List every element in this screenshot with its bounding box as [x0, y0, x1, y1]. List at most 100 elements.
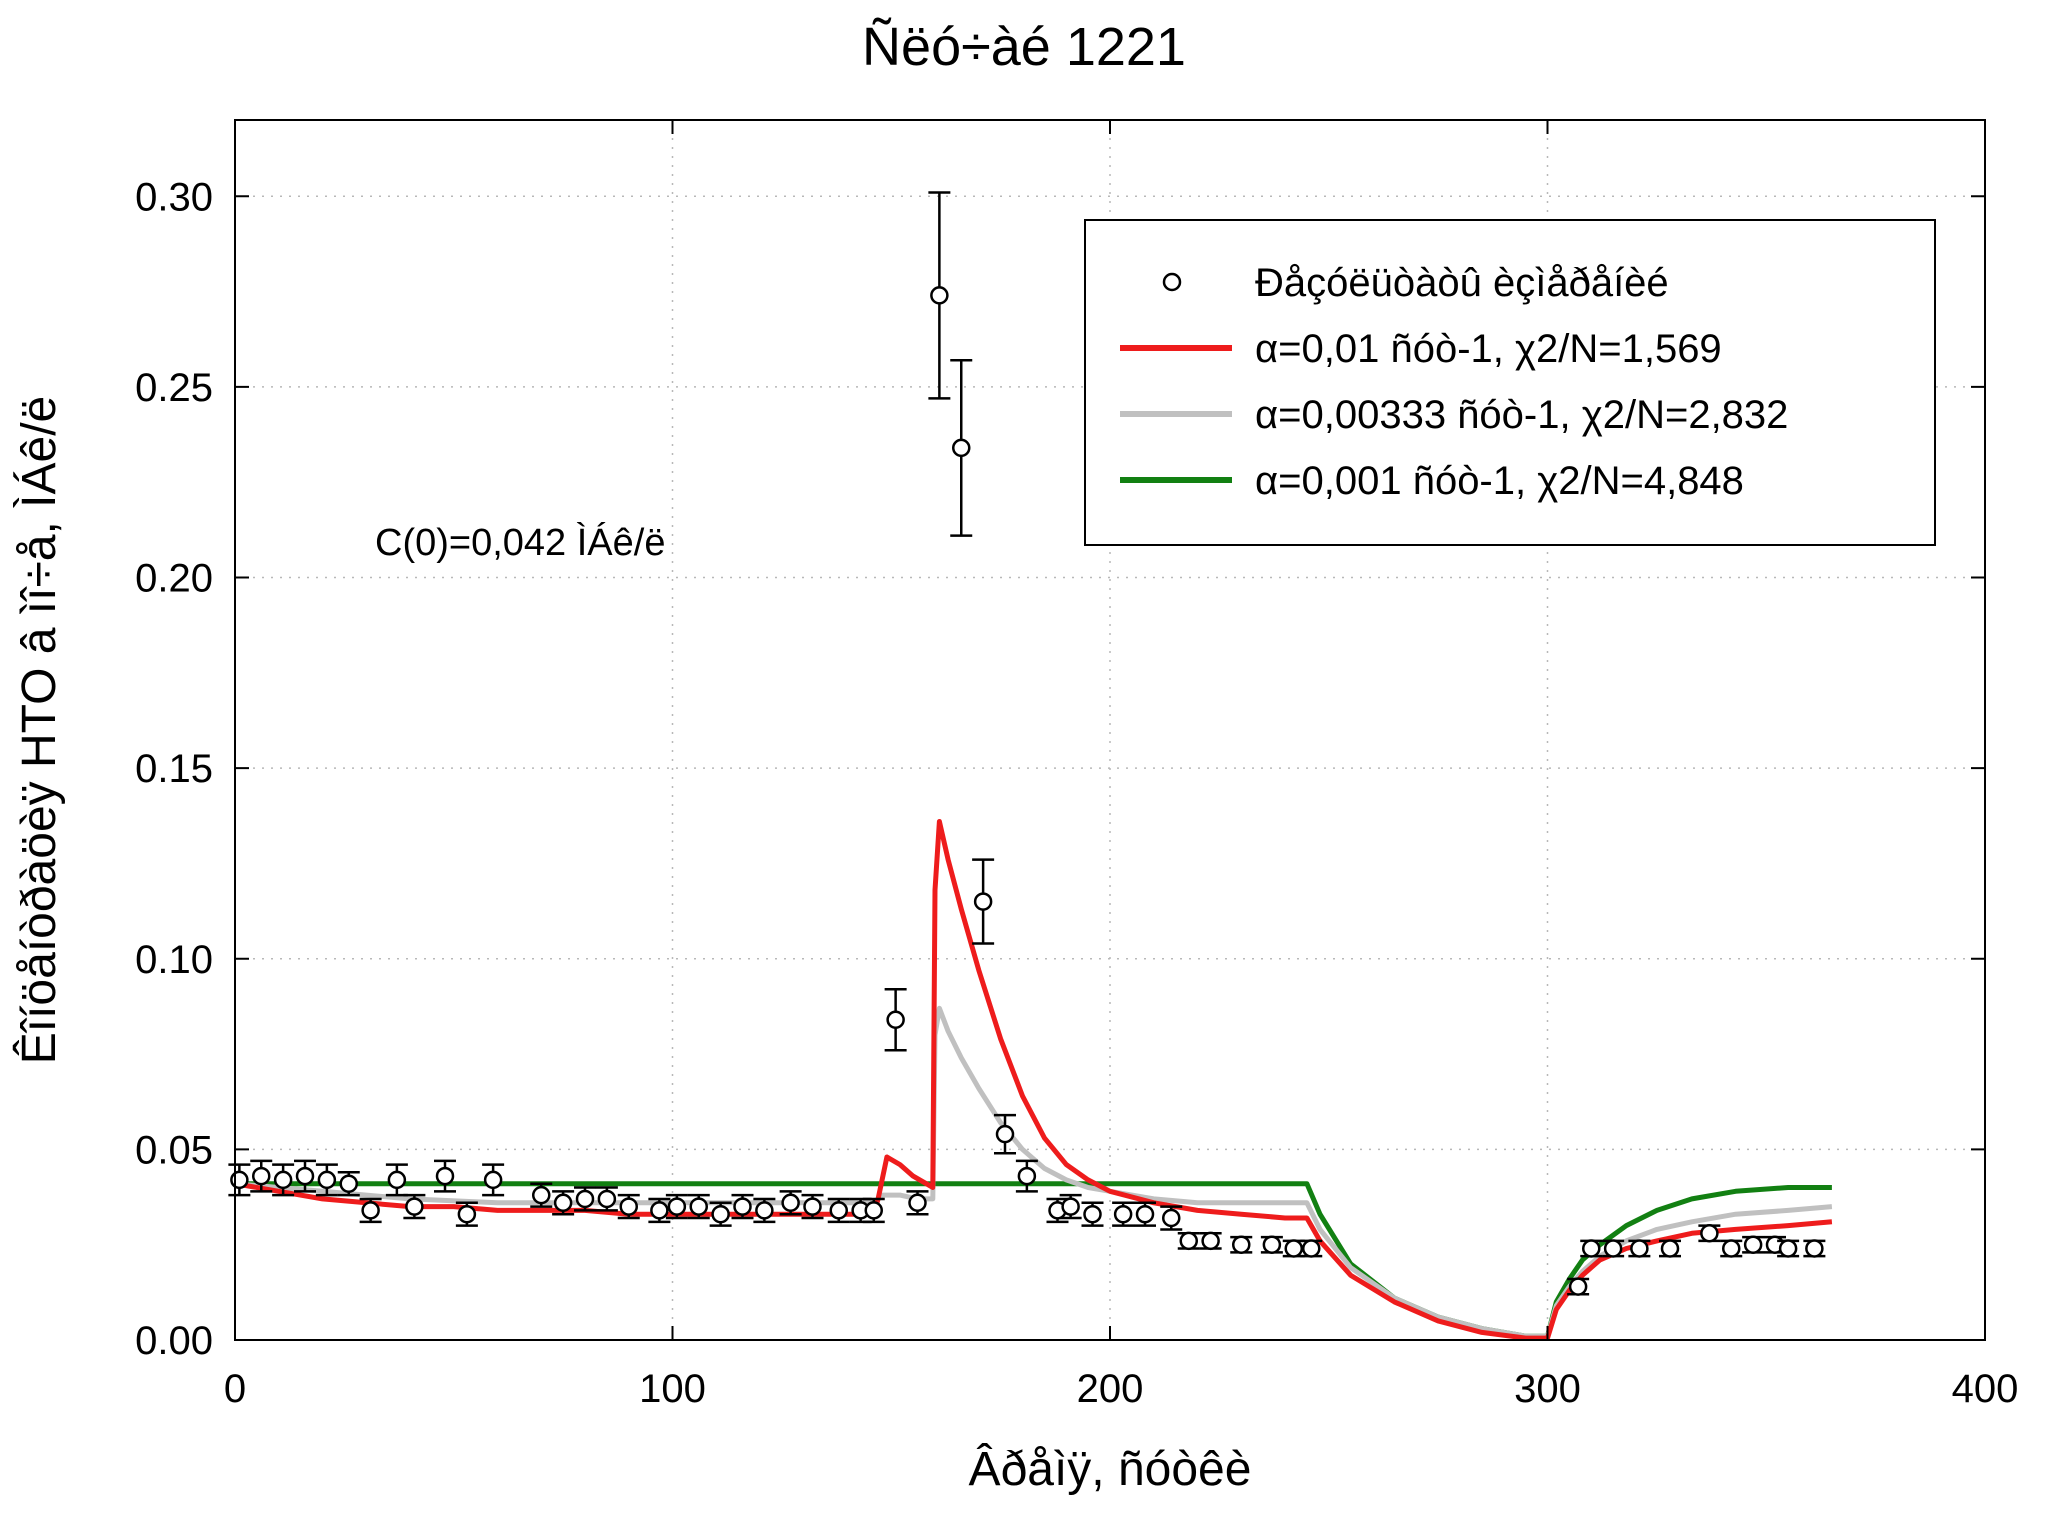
data-point [532, 1185, 551, 1205]
data-point [1805, 1239, 1824, 1258]
data-point [361, 1201, 380, 1220]
measurement-point [1777, 1239, 1800, 1258]
measurement-point [753, 1197, 776, 1224]
measurement-point [1742, 1235, 1765, 1254]
data-point [1603, 1239, 1623, 1258]
data-point [1722, 1239, 1741, 1258]
measurement-point [574, 1186, 596, 1212]
measurement-point [1230, 1235, 1253, 1254]
y-tick-label: 0.25 [135, 366, 213, 410]
data-point [1302, 1239, 1321, 1258]
x-tick-label: 0 [224, 1367, 246, 1411]
data-point [864, 1201, 883, 1220]
data-point [273, 1170, 293, 1190]
data-point [230, 1170, 249, 1190]
data-point [995, 1124, 1015, 1144]
data-point [803, 1197, 822, 1216]
measurement-point [994, 1113, 1016, 1155]
data-point [930, 286, 949, 305]
measurement-point [1112, 1201, 1135, 1227]
data-point [667, 1197, 687, 1216]
measurement-point [972, 858, 995, 945]
measurement-point [1015, 1159, 1038, 1193]
measurement-point [294, 1159, 316, 1193]
y-tick-label: 0.15 [135, 747, 213, 791]
measurement-point [1282, 1239, 1305, 1258]
data-point [1262, 1235, 1282, 1254]
legend-marker-measurements [1162, 272, 1182, 292]
measurement-point [648, 1197, 671, 1224]
measurement-point [1580, 1239, 1603, 1258]
data-point [733, 1197, 752, 1216]
measurement-point [228, 1163, 251, 1197]
legend-label-alpha-0001: α=0,001 ñóò-1, χ2/N=4,848 [1255, 459, 1744, 503]
measurement-point [1199, 1231, 1222, 1251]
measurement-point [272, 1163, 295, 1197]
data-point [1179, 1231, 1198, 1251]
y-tick-label: 0.00 [135, 1319, 213, 1363]
data-point [781, 1193, 800, 1212]
data-point [387, 1170, 407, 1190]
data-point [1743, 1235, 1763, 1254]
data-point [711, 1204, 730, 1224]
data-point [650, 1201, 669, 1220]
measurement-point [928, 191, 951, 400]
measurement-point [801, 1193, 824, 1220]
legend-label-measurements: Ðåçóëüòàòû èçìåðåíèé [1255, 261, 1669, 305]
data-point [1083, 1204, 1102, 1224]
data-point [252, 1166, 271, 1186]
x-tick-label: 400 [1952, 1367, 2019, 1411]
data-point [1568, 1277, 1588, 1296]
data-point [483, 1170, 503, 1190]
measurement-point [906, 1190, 929, 1216]
data-point [1660, 1239, 1680, 1258]
measurement-point [1698, 1224, 1721, 1243]
y-tick-label: 0.10 [135, 938, 213, 982]
measurement-point [779, 1190, 802, 1216]
data-point [1162, 1208, 1181, 1228]
data-point [457, 1204, 477, 1224]
data-point [435, 1166, 455, 1186]
measurement-point [1134, 1201, 1156, 1227]
series-layer [234, 819, 1833, 1341]
x-tick-label: 100 [639, 1367, 706, 1411]
legend-label-alpha-001: α=0,01 ñóò-1, χ2/N=1,569 [1255, 327, 1722, 371]
data-point [295, 1166, 315, 1186]
data-point [1284, 1239, 1303, 1258]
measurement-point [1059, 1193, 1082, 1220]
measurement-point [595, 1186, 618, 1212]
data-point [886, 1010, 905, 1029]
measurement-point [884, 988, 907, 1052]
data-point [405, 1197, 424, 1216]
measurement-point [1300, 1239, 1323, 1258]
measurement-point [1081, 1201, 1104, 1227]
data-point [689, 1197, 708, 1216]
measurement-point [1803, 1239, 1826, 1258]
y-ticks: 0.00 0.05 0.10 0.15 0.20 0.25 0.30 [135, 175, 1985, 1363]
data-point [1232, 1235, 1251, 1254]
data-point [1630, 1239, 1649, 1258]
data-point [619, 1197, 638, 1216]
measurement-point [1628, 1239, 1651, 1258]
measurement-point [482, 1163, 505, 1197]
annotation-c0: C(0)=0,042 ÌÁê/ë [375, 521, 665, 564]
measurement-point [1177, 1231, 1200, 1251]
measurement-point [1567, 1277, 1590, 1296]
data-point [755, 1201, 774, 1220]
measurement-point [731, 1193, 754, 1220]
measurement-point [359, 1197, 382, 1224]
legend-label-alpha-000333: α=0,00333 ñóò-1, χ2/N=2,832 [1255, 393, 1788, 437]
measurement-point [687, 1193, 710, 1220]
measurement-point [1720, 1239, 1743, 1258]
data-point [973, 892, 993, 911]
data-point [1582, 1239, 1601, 1258]
data-point [597, 1189, 617, 1209]
x-tick-label: 300 [1514, 1367, 1581, 1411]
x-ticks: 0 100 200 300 400 [224, 120, 2019, 1411]
x-tick-label: 200 [1077, 1367, 1144, 1411]
data-point [553, 1193, 573, 1212]
data-point [1113, 1204, 1133, 1224]
measurement-point [1659, 1239, 1681, 1258]
y-tick-label: 0.30 [135, 175, 213, 219]
data-point [908, 1193, 927, 1212]
